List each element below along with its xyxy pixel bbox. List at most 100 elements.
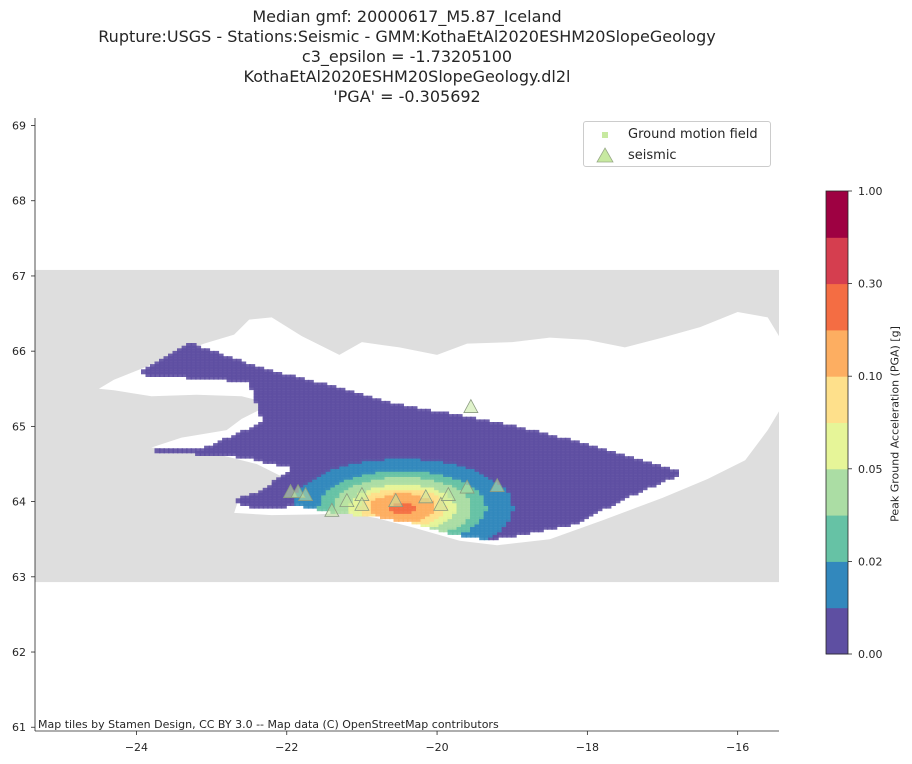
field-cell <box>267 419 274 425</box>
field-cell <box>560 508 567 514</box>
field-cell <box>298 472 305 477</box>
field-cell <box>384 414 391 420</box>
field-cell <box>591 445 598 451</box>
field-cell <box>402 477 409 483</box>
field-cell <box>271 498 278 504</box>
field-cell <box>398 498 404 504</box>
field-cell <box>569 477 576 483</box>
field-cell <box>479 469 486 475</box>
field-cell <box>366 458 373 464</box>
field-cell <box>276 424 283 430</box>
field-cell <box>177 358 183 364</box>
field-cell <box>596 495 603 501</box>
field-cell <box>249 364 256 370</box>
field-cell <box>609 493 616 499</box>
field-cell <box>370 472 377 477</box>
field-cell <box>312 456 319 462</box>
field-cell <box>357 440 364 446</box>
field-cell <box>438 456 445 462</box>
field-cell <box>411 440 418 446</box>
field-cell <box>506 482 513 488</box>
field-cell <box>307 464 314 470</box>
field-cell <box>438 472 445 477</box>
field-cell <box>519 443 526 449</box>
field-cell <box>560 437 567 443</box>
field-cell <box>497 519 504 525</box>
field-cell <box>416 498 422 504</box>
field-cell <box>334 493 341 499</box>
field-cell <box>524 474 531 480</box>
field-cell <box>366 416 373 422</box>
field-cell <box>519 487 526 493</box>
field-cell <box>623 479 630 485</box>
field-cell <box>330 445 337 451</box>
field-cell <box>258 408 265 414</box>
field-cell <box>370 503 377 509</box>
field-cell <box>641 477 648 483</box>
field-cell <box>515 477 522 483</box>
field-cell <box>555 514 562 520</box>
field-cell <box>506 495 513 501</box>
field-cell <box>249 501 256 506</box>
field-cell <box>343 427 350 433</box>
field-cell <box>298 445 305 451</box>
field-cell <box>393 429 400 435</box>
field-cell <box>443 427 450 433</box>
field-cell <box>528 487 535 493</box>
field-cell <box>515 506 522 512</box>
field-cell <box>280 456 287 462</box>
field-cell <box>380 429 386 435</box>
field-cell <box>222 437 229 443</box>
field-cell <box>303 474 310 480</box>
field-cell <box>479 485 486 491</box>
field-cell <box>168 366 174 372</box>
field-cell <box>370 506 377 512</box>
field-cell <box>168 372 174 377</box>
field-cell <box>587 472 594 477</box>
field-cell <box>208 372 215 377</box>
field-cell <box>339 432 346 438</box>
field-cell <box>267 456 274 462</box>
field-cell <box>276 477 283 483</box>
field-cell <box>343 458 350 464</box>
field-cell <box>614 456 621 462</box>
field-cell <box>280 393 287 398</box>
field-cell <box>240 495 247 501</box>
field-cell <box>393 432 400 438</box>
field-cell <box>587 466 594 472</box>
station-marker <box>433 496 449 511</box>
field-cell <box>492 443 499 449</box>
field-cell <box>456 456 463 462</box>
field-cell <box>510 474 517 480</box>
field-cell <box>510 472 517 477</box>
field-cell <box>416 472 422 477</box>
field-cell <box>366 445 373 451</box>
field-cell <box>497 440 504 446</box>
field-cell <box>280 382 287 388</box>
field-cell <box>456 443 463 449</box>
field-cell <box>172 353 179 359</box>
field-cell <box>393 487 400 493</box>
field-cell <box>307 490 314 496</box>
field-cell <box>587 474 594 480</box>
field-cell <box>551 461 558 467</box>
field-cell <box>217 358 224 364</box>
field-cell <box>537 498 544 504</box>
field-cell <box>289 424 296 430</box>
field-cell <box>316 382 323 388</box>
field-cell <box>289 435 296 441</box>
field-cell <box>352 448 359 454</box>
field-cell <box>321 448 328 454</box>
field-cell <box>357 508 364 514</box>
field-cell <box>325 390 332 396</box>
field-cell <box>420 443 427 449</box>
field-cell <box>285 424 292 430</box>
field-cell <box>578 453 585 459</box>
field-cell <box>276 393 283 398</box>
field-cell <box>316 482 323 488</box>
field-cell <box>407 451 413 456</box>
field-cell <box>515 448 522 454</box>
field-cell <box>361 451 368 456</box>
field-cell <box>348 395 355 401</box>
field-cell <box>596 487 603 493</box>
